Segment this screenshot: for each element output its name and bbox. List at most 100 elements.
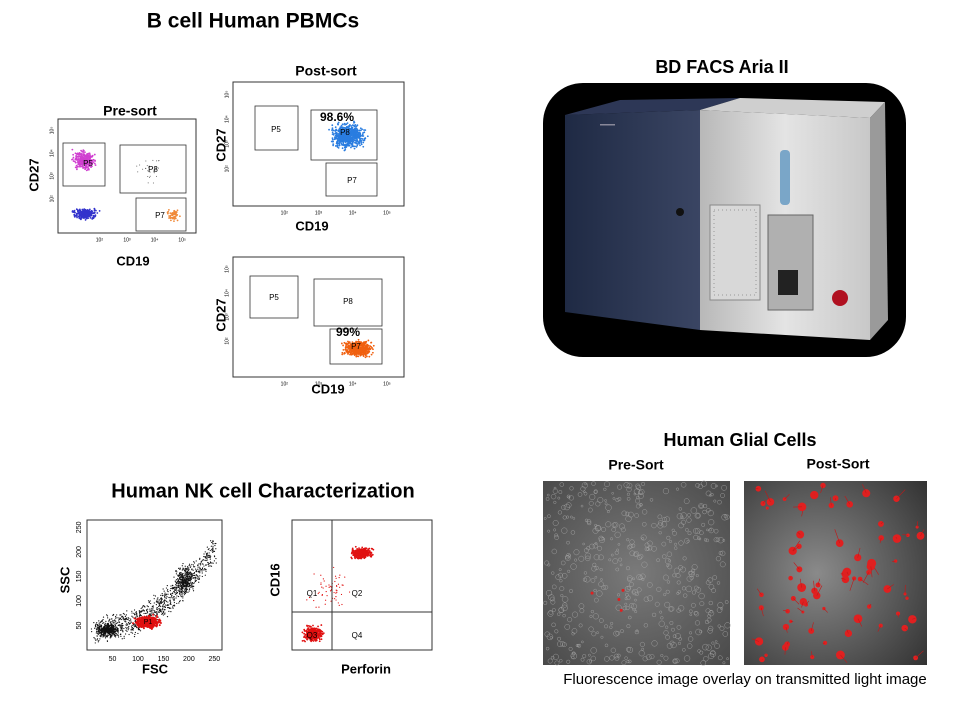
dot — [160, 594, 162, 596]
dot — [172, 606, 174, 608]
dot — [73, 209, 76, 212]
dot — [173, 211, 176, 214]
dot — [102, 634, 105, 636]
dot — [342, 344, 345, 347]
dot — [131, 624, 133, 627]
dot — [111, 630, 113, 632]
dot — [98, 620, 100, 622]
dot — [109, 618, 111, 620]
dot — [359, 144, 361, 147]
dot — [118, 624, 120, 626]
dot — [364, 553, 367, 556]
dot — [120, 618, 122, 621]
dot — [165, 599, 167, 601]
dot — [165, 597, 167, 599]
dot — [114, 621, 116, 623]
dot — [190, 575, 192, 577]
dot — [74, 166, 77, 169]
dot — [192, 590, 195, 592]
dot — [199, 571, 201, 573]
dot — [209, 558, 211, 560]
dot — [105, 629, 107, 631]
dot — [182, 572, 184, 575]
dot — [91, 218, 94, 220]
dot — [146, 611, 149, 613]
dot — [145, 167, 147, 169]
dot — [116, 617, 118, 619]
dot — [162, 606, 164, 608]
dot — [358, 547, 360, 550]
dot — [372, 348, 374, 351]
dot — [313, 573, 315, 575]
dot — [89, 216, 92, 219]
dot — [143, 610, 145, 612]
dot — [363, 137, 366, 140]
dot — [160, 602, 163, 604]
dot — [182, 567, 184, 570]
dot — [167, 210, 170, 213]
dot — [331, 129, 333, 132]
dot — [110, 625, 113, 627]
dot — [79, 210, 81, 213]
dot — [112, 625, 114, 627]
dot — [368, 547, 371, 550]
dot — [371, 554, 373, 557]
dot — [105, 624, 107, 626]
dot — [158, 603, 160, 605]
dot — [184, 565, 186, 567]
dot — [149, 608, 151, 610]
dot — [199, 557, 201, 559]
dot — [182, 580, 184, 582]
dot — [338, 576, 340, 579]
dot — [117, 628, 119, 630]
dot — [174, 586, 176, 588]
dot — [157, 619, 160, 622]
dot — [357, 135, 359, 137]
dot — [197, 566, 199, 568]
dot — [129, 622, 131, 624]
dot — [113, 634, 115, 636]
dot — [199, 568, 201, 570]
dot — [209, 555, 211, 557]
dot — [176, 209, 179, 212]
dot — [177, 578, 179, 581]
dot — [106, 615, 109, 617]
dot — [202, 559, 204, 561]
dot — [115, 629, 118, 631]
dot — [332, 144, 335, 147]
dot — [164, 606, 166, 609]
dot — [131, 632, 134, 634]
dot — [182, 568, 184, 571]
dot — [84, 151, 86, 154]
dot — [106, 640, 109, 642]
dot — [94, 209, 97, 212]
dot — [98, 640, 100, 642]
dot — [177, 586, 180, 589]
dot — [112, 622, 114, 624]
dot — [87, 165, 90, 168]
dot — [96, 628, 98, 630]
dot — [195, 580, 197, 582]
dot — [131, 615, 133, 617]
dot — [83, 154, 86, 157]
dot — [310, 627, 313, 630]
dot — [100, 634, 102, 636]
dot — [101, 621, 103, 623]
dot — [96, 635, 98, 637]
dot — [87, 212, 90, 215]
dot — [176, 219, 179, 222]
dot — [317, 592, 319, 595]
dot — [212, 541, 214, 543]
dot — [127, 627, 129, 629]
dot — [181, 574, 183, 576]
dot — [360, 140, 363, 143]
dot — [179, 573, 181, 575]
dot — [110, 635, 112, 637]
dot — [137, 625, 140, 628]
dot — [152, 605, 154, 607]
dot — [318, 606, 320, 608]
dot — [142, 168, 144, 170]
dot — [362, 145, 365, 148]
dot — [175, 569, 177, 572]
dot — [174, 592, 176, 594]
